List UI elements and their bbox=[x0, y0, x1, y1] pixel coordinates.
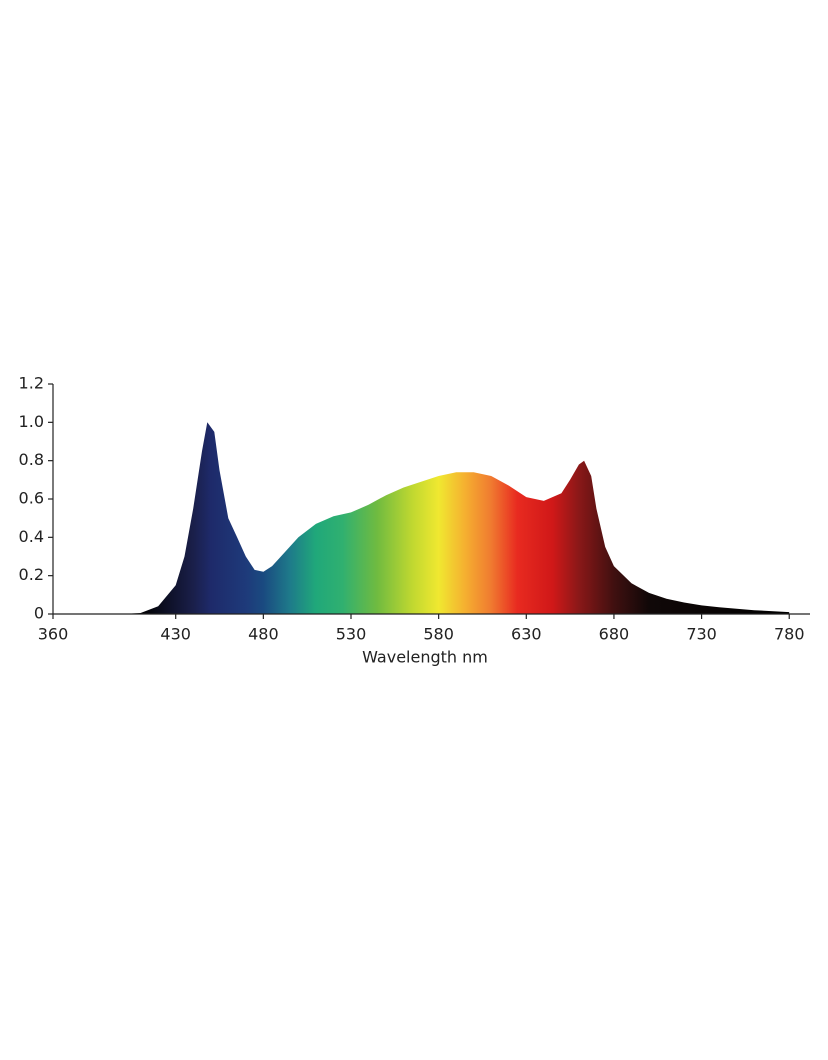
x-tick-label: 780 bbox=[774, 625, 805, 644]
spectrum-area bbox=[123, 422, 790, 614]
x-axis-label: Wavelength nm bbox=[362, 648, 488, 667]
x-tick-label: 580 bbox=[423, 625, 454, 644]
y-tick-label: 1.2 bbox=[19, 374, 44, 393]
x-tick-label: 730 bbox=[686, 625, 717, 644]
y-tick-label: 0.6 bbox=[19, 489, 44, 508]
x-tick-label: 630 bbox=[511, 625, 542, 644]
x-tick-label: 480 bbox=[248, 625, 279, 644]
x-tick-label: 360 bbox=[38, 625, 69, 644]
x-tick-label: 680 bbox=[599, 625, 630, 644]
y-tick-label: 0.2 bbox=[19, 565, 44, 584]
y-tick-label: 0.8 bbox=[19, 450, 44, 469]
x-tick-label: 530 bbox=[336, 625, 367, 644]
y-tick-label: 1.0 bbox=[19, 412, 44, 431]
y-tick-label: 0 bbox=[34, 604, 44, 623]
x-tick-label: 430 bbox=[160, 625, 191, 644]
y-tick-label: 0.4 bbox=[19, 527, 44, 546]
